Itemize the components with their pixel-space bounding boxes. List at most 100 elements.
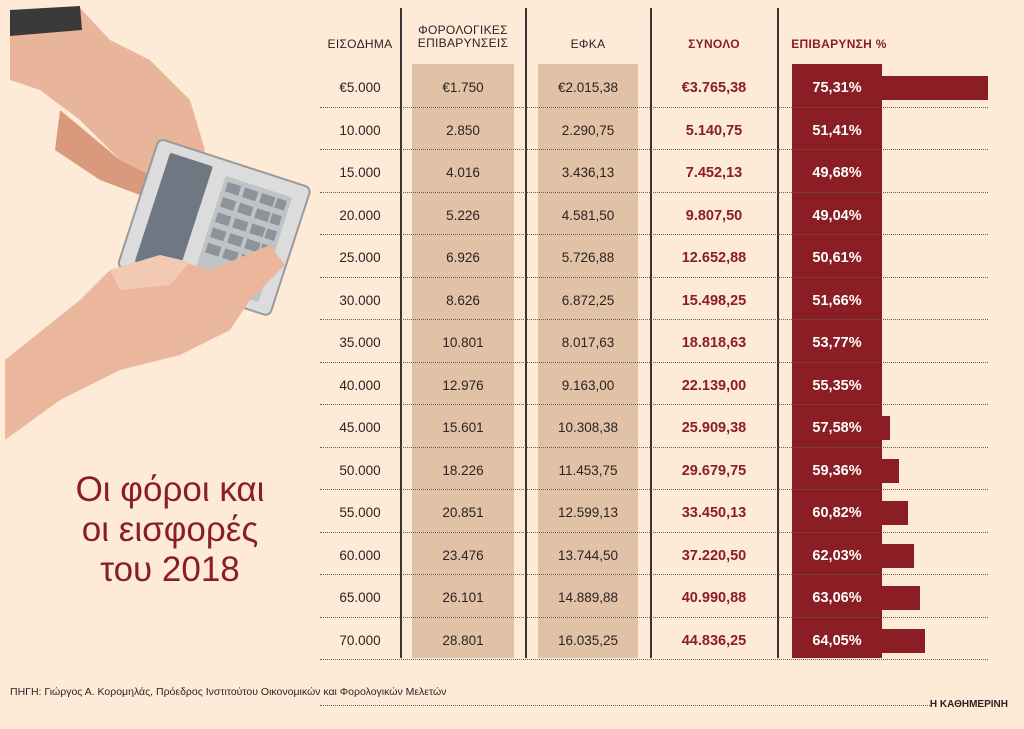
total-cell: 44.836,25 (681, 632, 747, 649)
burden-cell: 49,04% (812, 207, 862, 224)
tax-cell: 28.801 (442, 632, 484, 648)
efka-cell: 16.035,25 (557, 632, 619, 648)
efka-cell: 12.599,13 (557, 505, 619, 520)
tax-header: ΦΟΡΟΛΟΓΙΚΕΣ ΕΠΙΒΑΡΥΝΣΕΙΣ (402, 24, 524, 50)
tax-cell: €1.750 (442, 80, 484, 95)
row-separator (320, 319, 988, 320)
burden-cell: 49,68% (812, 165, 862, 181)
burden-cell: 62,03% (812, 547, 862, 564)
tax-cell: 4.016 (446, 165, 480, 180)
row-separator (320, 106, 988, 108)
efka-cell: 11.453,75 (558, 462, 618, 478)
income-cell: €5.000 (339, 80, 381, 95)
income-cell: 35.000 (339, 335, 381, 350)
title-line-3: του 2018 (100, 550, 240, 589)
column-divider (400, 8, 402, 658)
income-cell: 55.000 (339, 505, 381, 520)
total-cell: 33.450,13 (681, 505, 747, 521)
total-cell: 29.679,75 (681, 462, 747, 479)
burden-bar (882, 586, 920, 610)
income-cell: 20.000 (339, 207, 381, 223)
income-header: ΕΙΣΟΔΗΜΑ (327, 37, 393, 51)
total-cell: 25.909,38 (681, 420, 747, 436)
efka-cell: 4.581,50 (561, 207, 615, 223)
burden-column (792, 64, 882, 658)
burden-header: ΕΠΙΒΑΡΥΝΣΗ % (791, 37, 887, 51)
tax-cell: 15.601 (442, 420, 484, 435)
efka-cell: 9.163,00 (561, 377, 615, 393)
burden-bar (882, 458, 900, 483)
total-cell: 22.139,00 (681, 377, 747, 394)
efka-header: ΕΦΚΑ (570, 37, 606, 51)
hand-calculator-icon (5, 6, 311, 440)
income-cell: 30.000 (339, 292, 381, 308)
burden-bar (882, 416, 890, 440)
row-separator (320, 446, 988, 448)
tax-cell: 8.626 (446, 292, 480, 308)
burden-cell: 55,35% (812, 377, 862, 394)
burden-cell: 60,82% (812, 505, 862, 521)
burden-cell: 59,36% (812, 462, 862, 479)
footer-rule (320, 705, 930, 706)
title-line-2: οι εισφορές (81, 510, 259, 549)
total-header: ΣΥΝΟΛΟ (688, 37, 740, 51)
efka-cell: 2.290,75 (561, 122, 615, 138)
burden-bar (882, 628, 926, 653)
row-separator (320, 531, 988, 533)
tax-cell: 12.976 (442, 377, 484, 393)
row-separator (320, 276, 988, 278)
burden-cell: 51,66% (812, 292, 862, 309)
efka-cell: 10.308,38 (557, 420, 619, 435)
income-cell: 65.000 (339, 590, 381, 605)
total-cell: €3.765,38 (681, 80, 747, 96)
column-divider (777, 8, 779, 658)
column-divider (650, 8, 652, 658)
total-cell: 9.807,50 (685, 207, 743, 224)
burden-bar (882, 543, 915, 568)
income-cell: 15.000 (339, 165, 381, 180)
burden-cell: 53,77% (812, 335, 862, 351)
tax-cell: 10.801 (442, 335, 484, 350)
tax-header-line-2: ΕΠΙΒΑΡΥΝΣΕΙΣ (417, 36, 509, 50)
total-cell: 7.452,13 (685, 165, 743, 181)
row-separator (320, 616, 988, 618)
total-cell: 5.140,75 (685, 122, 743, 139)
tax-cell: 23.476 (442, 547, 484, 563)
chart-title: Οι φόροι και οι εισφορές του 2018 (40, 470, 300, 590)
tax-cell: 6.926 (446, 250, 480, 265)
row-separator (320, 361, 988, 363)
burden-cell: 63,06% (812, 590, 862, 606)
source-note: ΠΗΓΗ: Γιώργος Α. Κορομηλάς, Πρόεδρος Ινσ… (10, 686, 447, 698)
tax-cell: 20.851 (442, 505, 484, 520)
tax-column-shade (412, 64, 514, 658)
burden-cell: 50,61% (812, 250, 862, 266)
row-separator (320, 574, 988, 575)
tax-cell: 26.101 (442, 590, 484, 605)
efka-cell: €2.015,38 (557, 80, 619, 95)
row-separator (320, 489, 988, 490)
total-cell: 15.498,25 (681, 292, 747, 309)
efka-cell: 5.726,88 (561, 250, 615, 265)
publisher-credit: Η ΚΑΘΗΜΕΡΙΝΗ (929, 699, 1008, 710)
efka-cell: 8.017,63 (561, 335, 615, 350)
burden-bar (882, 76, 988, 100)
income-cell: 45.000 (339, 420, 381, 435)
efka-cell: 14.889,88 (557, 590, 619, 605)
efka-column-shade (538, 64, 638, 658)
tax-header-line-1: ΦΟΡΟΛΟΓΙΚΕΣ (418, 23, 508, 37)
burden-bar (882, 501, 908, 525)
total-cell: 12.652,88 (681, 250, 747, 266)
income-cell: 10.000 (339, 122, 381, 138)
tax-cell: 18.226 (442, 462, 484, 478)
row-separator (320, 659, 988, 660)
burden-cell: 75,31% (812, 80, 862, 96)
tax-cell: 2.850 (446, 122, 480, 138)
column-divider (525, 8, 527, 658)
total-cell: 37.220,50 (681, 547, 747, 564)
income-cell: 50.000 (339, 462, 381, 478)
total-cell: 18.818,63 (681, 335, 747, 351)
burden-cell: 64,05% (812, 632, 862, 649)
title-line-1: Οι φόροι και (75, 470, 265, 509)
tax-cell: 5.226 (446, 207, 480, 223)
income-cell: 60.000 (339, 547, 381, 563)
